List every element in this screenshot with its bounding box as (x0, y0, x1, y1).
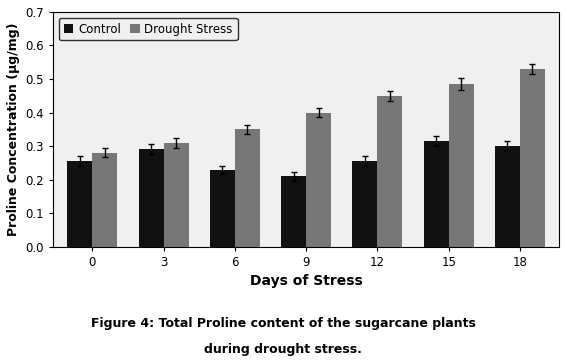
X-axis label: Days of Stress: Days of Stress (250, 274, 362, 288)
Bar (378, 96, 402, 247)
Text: Figure 4: Total Proline content of the sugarcane plants: Figure 4: Total Proline content of the s… (91, 318, 475, 330)
Bar (353, 161, 378, 247)
Legend: Control, Drought Stress: Control, Drought Stress (59, 18, 238, 40)
Bar (139, 149, 164, 247)
Bar (210, 170, 235, 247)
Bar (449, 84, 474, 247)
Bar (520, 69, 545, 247)
Bar (164, 143, 188, 247)
Bar (306, 113, 331, 247)
Bar (281, 176, 306, 247)
Bar (424, 141, 449, 247)
Y-axis label: Proline Concentration (µg/mg): Proline Concentration (µg/mg) (7, 23, 20, 236)
Bar (495, 146, 520, 247)
Text: during drought stress.: during drought stress. (204, 343, 362, 356)
Bar (235, 129, 260, 247)
Bar (92, 153, 117, 247)
Bar (67, 161, 92, 247)
